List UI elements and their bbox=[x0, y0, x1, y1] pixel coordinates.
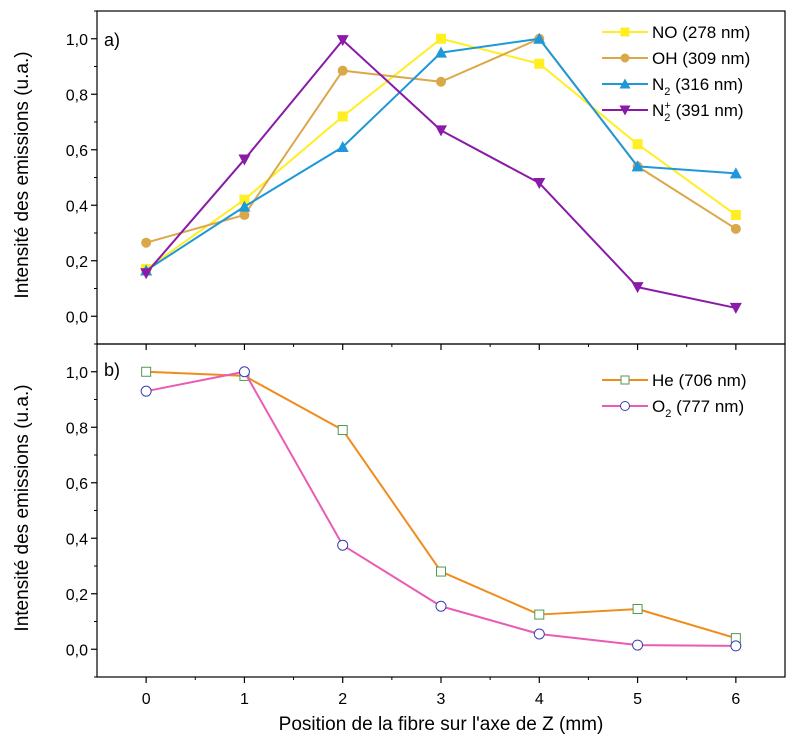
panel-a-y-tick-label: 0,4 bbox=[66, 198, 88, 215]
panel-b-tag: b) bbox=[104, 360, 120, 380]
panel-b-data-point bbox=[141, 366, 152, 377]
panel-b-legend-label: O2 (777 nm) bbox=[652, 397, 744, 420]
panel-a-data-point bbox=[533, 178, 546, 190]
panel-a-data-point bbox=[337, 65, 348, 76]
panel-a-series-line bbox=[145, 37, 736, 272]
panel-b-y-tick-label: 0,8 bbox=[66, 420, 88, 437]
panel-a-legend-label: OH (309 nm) bbox=[652, 49, 750, 68]
panel-a-y-tick-label: 1,0 bbox=[66, 32, 88, 49]
panel-b-data-point bbox=[730, 640, 742, 652]
x-axis-label: Position de la fibre sur l'axe de Z (mm) bbox=[279, 714, 604, 735]
panel-a-data-point bbox=[729, 167, 742, 179]
panel-b-data-point bbox=[534, 609, 545, 620]
panel-a-legend-label: N2+ (391 nm) bbox=[652, 100, 744, 124]
panel-b-x-tick-label: 4 bbox=[535, 691, 544, 708]
panel-a-y-tick-label: 0,0 bbox=[66, 309, 88, 326]
panel-a-y-axis-label: Intensité des emissions (u.a.) bbox=[12, 51, 33, 298]
panel-a-data-point bbox=[632, 139, 643, 150]
panel-a-data-point bbox=[141, 237, 152, 248]
panel-b-x-tick-label: 0 bbox=[142, 691, 151, 708]
panel-a-data-point bbox=[533, 32, 546, 44]
panel-b-x-tick-label: 2 bbox=[338, 691, 347, 708]
panel-a-legend-label: NO (278 nm) bbox=[652, 23, 750, 42]
panel-b-y-tick-label: 0,6 bbox=[66, 476, 88, 493]
panel-b-legend-label: He (706 nm) bbox=[652, 371, 746, 390]
panel-b-data-point bbox=[436, 566, 446, 577]
panel-b-legend-marker bbox=[620, 375, 630, 385]
panel-a-data-point bbox=[729, 302, 742, 314]
panel-b-frame bbox=[96, 343, 786, 678]
panel-a-data-point bbox=[436, 76, 446, 87]
panel-a-y-tick-label: 0,6 bbox=[66, 143, 88, 160]
panel-b-y-tick-label: 0,0 bbox=[66, 642, 88, 659]
panel-a-data-point bbox=[631, 160, 644, 172]
chart-marks: 0,0 0,2 0,4 0,6 0,8 1,0 NO (278 nm) OH (309 nm)… bbox=[66, 10, 750, 708]
panel-a-data-point bbox=[238, 154, 251, 166]
panel-a-data-point bbox=[239, 209, 250, 220]
panel-a-data-point bbox=[239, 194, 250, 205]
panel-a-data-point bbox=[336, 35, 349, 47]
panel-b-x-tick-label: 3 bbox=[437, 691, 446, 708]
panel-a-legend-marker bbox=[620, 27, 630, 37]
panel-a-data-point bbox=[534, 58, 545, 69]
panel-b-x-tick-label: 5 bbox=[633, 691, 642, 708]
panel-a-legend-marker bbox=[619, 105, 631, 116]
panel-b-y-tick-label: 1,0 bbox=[66, 365, 88, 382]
panel-a-legend-marker bbox=[620, 53, 630, 63]
panel-b-legend-marker bbox=[620, 401, 630, 411]
panel-b-y-tick-label: 0,2 bbox=[66, 587, 88, 604]
panel-a-series-line bbox=[145, 37, 737, 270]
panel-a-y-tick-label: 0,2 bbox=[66, 254, 88, 271]
panel-b-data-point bbox=[435, 600, 447, 612]
panel-b-data-point bbox=[632, 639, 644, 651]
panel-a-data-point bbox=[436, 33, 446, 44]
panel-b-data-point bbox=[533, 628, 545, 640]
panel-b-x-tick-label: 6 bbox=[731, 691, 740, 708]
panel-a-data-point bbox=[435, 125, 447, 137]
panel-a-y-tick-label: 0,8 bbox=[66, 87, 88, 104]
panel-b-series-line bbox=[146, 370, 737, 640]
panel-a-data-point bbox=[730, 223, 741, 234]
panel-a-data-point bbox=[140, 268, 153, 280]
panel-b-data-point bbox=[140, 385, 152, 397]
panel-b-data-point bbox=[337, 425, 348, 436]
panel-a-legend-label: N2 (316 nm) bbox=[652, 75, 743, 98]
panel-a-legend-marker bbox=[619, 78, 631, 89]
panel-a-data-point bbox=[336, 140, 349, 152]
panel-a-data-point bbox=[631, 282, 644, 294]
panel-a-data-point bbox=[337, 111, 348, 122]
panel-a-data-point bbox=[238, 200, 251, 212]
panel-b-data-point bbox=[337, 539, 349, 551]
panel-b-data-point bbox=[632, 604, 643, 615]
panel-b-x-tick-label: 1 bbox=[240, 691, 249, 708]
panel-a-data-point bbox=[435, 46, 447, 58]
panel-b-data-point bbox=[238, 366, 250, 378]
panel-b-y-axis-label: Intensité des emissions (u.a.) bbox=[12, 384, 33, 631]
panel-b-y-tick-label: 0,4 bbox=[66, 531, 88, 548]
panel-a-tag: a) bbox=[104, 30, 120, 50]
panel-a-data-point bbox=[730, 209, 741, 220]
